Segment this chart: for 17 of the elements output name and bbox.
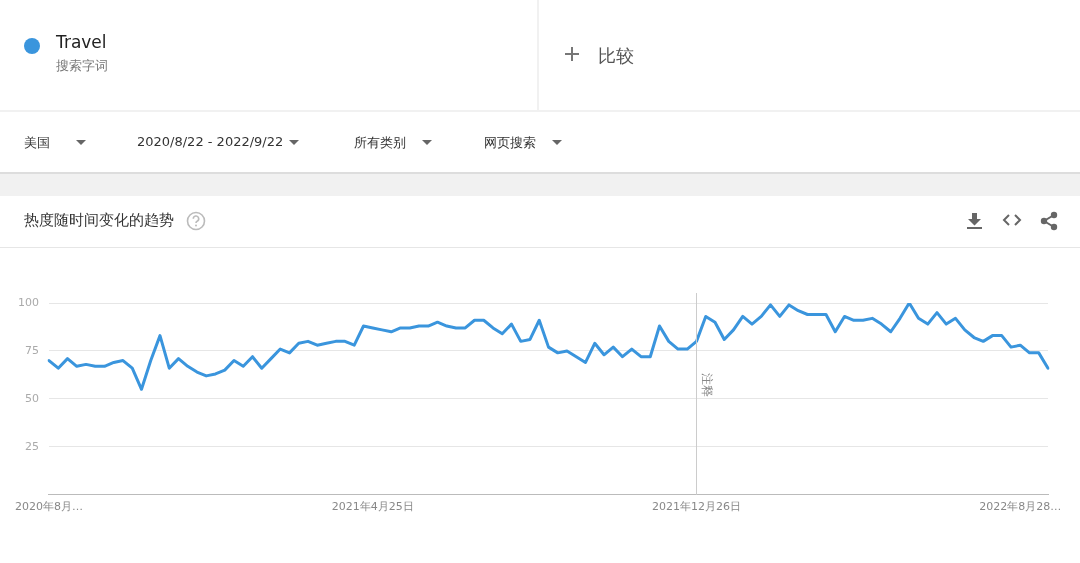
y-tick-label: 75 <box>25 343 39 357</box>
chart-title: 热度随时间变化的趋势 <box>24 211 174 230</box>
y-tick-label: 50 <box>25 391 39 405</box>
text: 2020/8/22 - 2022/9/22 <box>137 134 284 149</box>
legend-label: Travel <box>56 32 107 52</box>
x-tick-label: 2021年4月25日 <box>331 500 414 514</box>
y-tick-label: 100 <box>18 295 39 309</box>
ref-line-label: 注释 <box>700 373 715 397</box>
text: 美国 <box>24 134 50 152</box>
text: 网页搜索 <box>484 134 536 152</box>
x-tick-label: 2020年8月… <box>15 500 83 514</box>
y-tick-label: 25 <box>25 439 39 453</box>
x-tick-label: 2022年8月28… <box>979 500 1062 514</box>
text: 比较 <box>598 44 634 68</box>
text: 所有类别 <box>354 134 406 152</box>
x-tick-label: 2021年12月26日 <box>652 500 741 514</box>
text: 搜索字词 <box>56 57 108 75</box>
